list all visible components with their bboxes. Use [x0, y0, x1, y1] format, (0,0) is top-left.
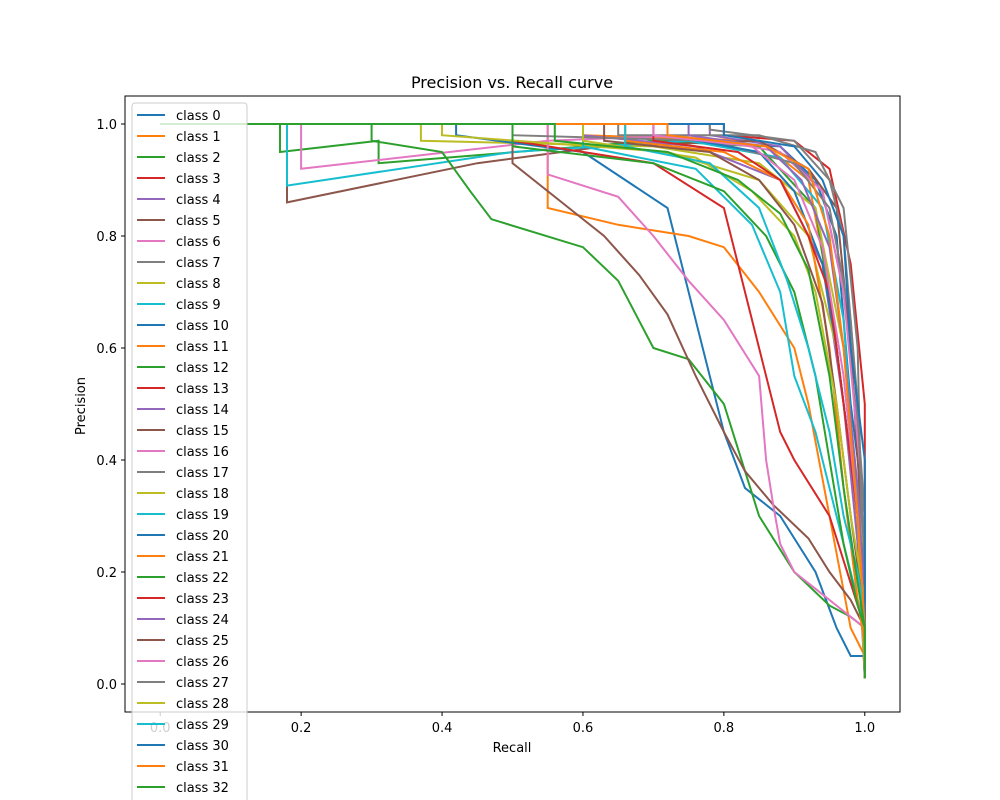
series-line	[160, 123, 866, 679]
series-line	[160, 123, 866, 679]
plot-background	[125, 96, 900, 712]
legend-label: class 30	[176, 739, 229, 754]
y-tick-label: 0.6	[96, 342, 117, 357]
series-line	[160, 123, 866, 679]
series-line	[160, 123, 866, 679]
legend-label: class 2	[176, 151, 221, 166]
y-axis-label: Precision	[74, 377, 89, 435]
legend-label: class 13	[176, 382, 229, 397]
chart-title: Precision vs. Recall curve	[411, 73, 613, 92]
y-tick-label: 0.8	[96, 230, 117, 245]
legend-label: class 20	[176, 529, 229, 544]
legend-label: class 31	[176, 760, 229, 775]
series-line	[160, 123, 866, 679]
legend-label: class 7	[176, 256, 221, 271]
y-tick-label: 1.0	[96, 118, 117, 133]
legend-label: class 9	[176, 298, 221, 313]
x-tick-label: 0.6	[573, 721, 594, 736]
legend-label: class 29	[176, 718, 229, 733]
legend-box	[131, 102, 248, 800]
series-line	[160, 123, 866, 679]
series-line	[160, 123, 866, 679]
legend-label: class 23	[176, 592, 229, 607]
x-tick-label: 0.8	[714, 721, 735, 736]
legend-label: class 16	[176, 445, 229, 460]
x-axis-label: Recall	[493, 741, 532, 756]
legend-label: class 10	[176, 319, 229, 334]
y-tick-label: 0.4	[96, 454, 117, 469]
legend-label: class 24	[176, 613, 229, 628]
legend-label: class 22	[176, 571, 229, 586]
y-tick-label: 0.2	[96, 566, 117, 581]
plot-area	[124, 95, 901, 713]
legend-label: class 25	[176, 634, 229, 649]
series-lines	[160, 123, 866, 679]
x-tick-label: 1.0	[854, 721, 875, 736]
series-line	[160, 123, 866, 679]
series-line	[160, 123, 866, 679]
legend: class 0 class 1 class 2 class 3 class 4 class…	[131, 102, 248, 800]
legend-label: class 28	[176, 697, 229, 712]
legend-label: class 27	[176, 676, 229, 691]
legend-label: class 1	[176, 130, 221, 145]
legend-label: class 12	[176, 361, 229, 376]
series-line	[160, 123, 866, 679]
legend-label: class 18	[176, 487, 229, 502]
legend-label: class 5	[176, 214, 221, 229]
x-axis: 0.00.20.40.60.81.0	[150, 712, 875, 736]
series-line	[160, 123, 866, 679]
legend-label: class 32	[176, 781, 229, 796]
plot-frame	[124, 95, 901, 713]
x-tick-label: 0.2	[291, 721, 312, 736]
legend-label: class 19	[176, 508, 229, 523]
legend-label: class 3	[176, 172, 221, 187]
series-line	[160, 123, 866, 679]
series-line	[160, 123, 866, 679]
legend-label: class 8	[176, 277, 221, 292]
legend-label: class 26	[176, 655, 229, 670]
legend-label: class 6	[176, 235, 221, 250]
legend-label: class 0	[176, 109, 221, 124]
legend-label: class 11	[176, 340, 229, 355]
y-axis: 0.0 0.2 0.4 0.6 0.8 1.0	[96, 118, 125, 693]
legend-label: class 17	[176, 466, 229, 481]
legend-label: class 15	[176, 424, 229, 439]
legend-label: class 4	[176, 193, 221, 208]
legend-label: class 21	[176, 550, 229, 565]
legend-label: class 14	[176, 403, 229, 418]
y-tick-label: 0.0	[96, 678, 117, 693]
x-tick-label: 0.4	[432, 721, 453, 736]
